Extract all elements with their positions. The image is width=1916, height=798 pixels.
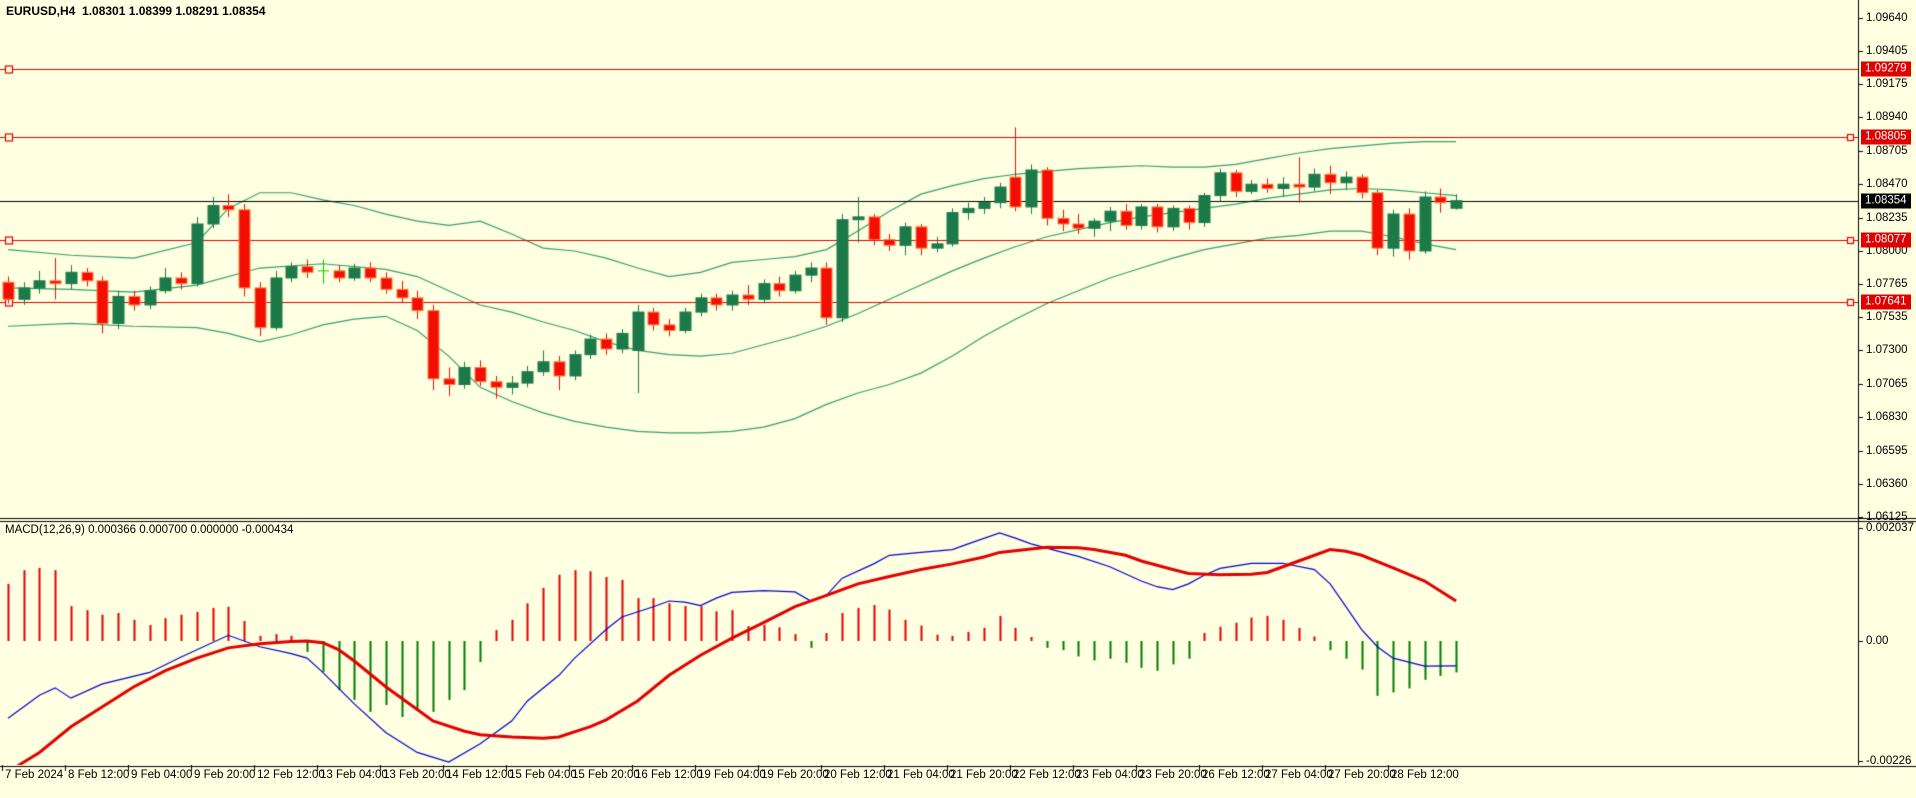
price-axis-label: 1.08235 (1866, 211, 1908, 224)
time-axis-label: 19 Feb 04:00 (698, 769, 766, 781)
hline-price-badge: 1.07641 (1861, 294, 1911, 310)
hline-price-badge: 1.08077 (1861, 232, 1911, 248)
price-panel-title: EURUSD,H4 1.08301 1.08399 1.08291 1.0835… (6, 4, 266, 18)
current-price-badge: 1.08354 (1861, 193, 1911, 209)
price-axis-label: 1.07765 (1866, 278, 1908, 291)
time-axis-label: 21 Feb 04:00 (887, 769, 955, 781)
price-axis-label: 1.09640 (1866, 12, 1908, 25)
price-axis-label: 1.07065 (1866, 377, 1908, 390)
hline-price-badge: 1.08805 (1861, 129, 1911, 145)
time-axis-label: 26 Feb 12:00 (1202, 769, 1270, 781)
price-axis-label: 1.08705 (1866, 144, 1908, 157)
time-axis-label: 20 Feb 12:00 (824, 769, 892, 781)
price-axis-label: 1.07535 (1866, 311, 1908, 324)
time-axis-label: 21 Feb 20:00 (950, 769, 1018, 781)
time-axis-label: 15 Feb 04:00 (509, 769, 577, 781)
time-axis-label: 9 Feb 04:00 (131, 769, 193, 781)
price-axis-label: 1.06595 (1866, 444, 1908, 457)
price-axis-label: 1.08000 (1866, 244, 1908, 257)
price-axis-label: 1.07300 (1866, 344, 1908, 357)
price-axis-label: 1.09405 (1866, 45, 1908, 58)
price-axis-label: 1.08470 (1866, 178, 1908, 191)
time-axis-label: 27 Feb 20:00 (1328, 769, 1396, 781)
time-axis-label: 27 Feb 04:00 (1265, 769, 1333, 781)
price-axis-label: 1.06125 (1866, 511, 1908, 524)
hline-price-badge: 1.09279 (1861, 61, 1911, 77)
price-axis-label: 1.06830 (1866, 411, 1908, 424)
macd-panel-title: MACD(12,26,9) 0.000366 0.000700 0.000000… (5, 524, 294, 536)
time-axis-label: 22 Feb 12:00 (1013, 769, 1081, 781)
time-axis-label: 7 Feb 2024 (5, 769, 64, 781)
time-axis-label: 13 Feb 20:00 (383, 769, 451, 781)
time-axis-label: 12 Feb 12:00 (257, 769, 325, 781)
time-axis-label: 13 Feb 04:00 (320, 769, 388, 781)
price-axis-label: 1.09175 (1866, 78, 1908, 91)
macd-axis-label: -0.00226 (1866, 755, 1912, 767)
price-axis-label: 1.08940 (1866, 111, 1908, 124)
time-axis-label: 14 Feb 12:00 (446, 769, 514, 781)
time-axis-label: 15 Feb 20:00 (572, 769, 640, 781)
time-axis-label: 16 Feb 12:00 (635, 769, 703, 781)
time-axis-label: 8 Feb 12:00 (68, 769, 130, 781)
time-axis-label: 23 Feb 20:00 (1139, 769, 1207, 781)
price-axis-label: 1.06360 (1866, 477, 1908, 490)
time-axis-label: 28 Feb 12:00 (1391, 769, 1459, 781)
macd-axis-label: 0.00 (1866, 635, 1889, 647)
time-axis-label: 19 Feb 20:00 (761, 769, 829, 781)
time-axis-label: 23 Feb 04:00 (1076, 769, 1144, 781)
time-axis-label: 9 Feb 20:00 (194, 769, 256, 781)
macd-axis-label: 0.002037 (1866, 522, 1914, 534)
